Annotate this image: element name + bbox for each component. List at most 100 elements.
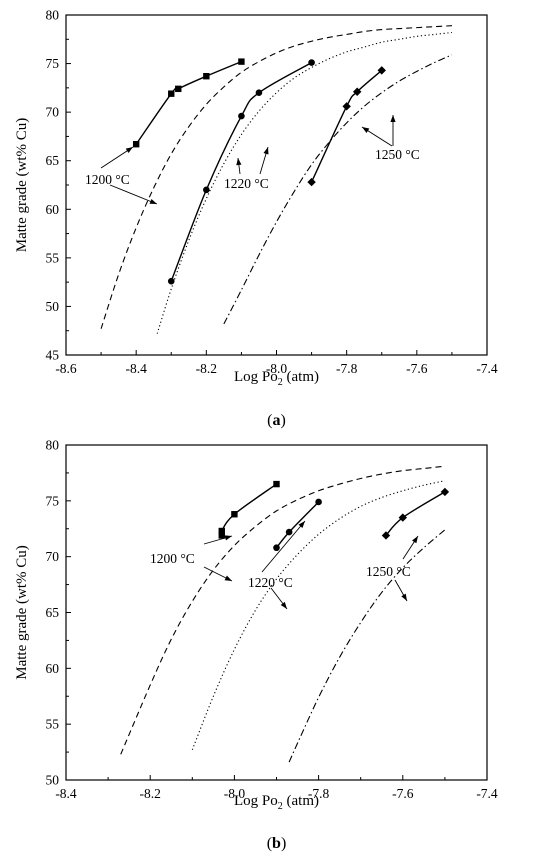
annotation-1250: 1250 °C bbox=[366, 535, 419, 602]
x-tick-label: -7.8 bbox=[336, 361, 358, 376]
model-curve-1200-dashed bbox=[120, 465, 445, 755]
data-point-square bbox=[231, 511, 238, 518]
panel-label-paren: ( bbox=[267, 835, 272, 852]
arrow-head bbox=[263, 147, 269, 155]
annotation-1200: 1200 °C bbox=[85, 146, 158, 205]
annotation-label: 1250 °C bbox=[375, 147, 420, 162]
data-point-square bbox=[238, 58, 245, 65]
chart-panel-b: -8.4 -8.2 -8.0 -7.8 -7.6 -7.4 50 55 60 65 70 75 80 Lo… bbox=[14, 438, 498, 853]
x-tick-label: -7.4 bbox=[476, 786, 498, 801]
panel-label-paren: ( bbox=[267, 412, 272, 429]
annotation-arrow bbox=[270, 587, 288, 610]
data-point-square bbox=[203, 73, 210, 80]
annotation-arrow bbox=[203, 566, 233, 582]
model-curve-1250-dashdot bbox=[223, 54, 453, 325]
x-tick-label: -8.2 bbox=[196, 361, 217, 376]
data-point-diamond bbox=[352, 87, 362, 96]
y-tick-label: 50 bbox=[46, 299, 60, 314]
annotation-arrow bbox=[259, 146, 269, 175]
model-curve-1250-dashdot bbox=[288, 529, 446, 763]
experimental-line bbox=[170, 61, 312, 282]
experimental-series-1250 bbox=[381, 487, 450, 540]
arrow-head bbox=[280, 601, 287, 609]
x-axis-title-subscript: 2 bbox=[278, 801, 283, 812]
experimental-series-1220 bbox=[167, 59, 315, 285]
data-point-circle bbox=[167, 277, 175, 285]
data-point-square bbox=[218, 527, 225, 535]
x-tick-label: -8.0 bbox=[224, 786, 246, 801]
experimental-line bbox=[275, 501, 320, 549]
experimental-line bbox=[135, 60, 242, 145]
x-axis-title-subscript: 2 bbox=[278, 377, 283, 388]
model-curve-1200-dashed bbox=[100, 25, 452, 329]
x-tick-label: -7.6 bbox=[406, 361, 428, 376]
x-axis-title-unit: (atm) bbox=[283, 369, 319, 385]
x-tick-label: -8.4 bbox=[55, 786, 77, 801]
arrow-shaft bbox=[261, 520, 306, 573]
experimental-series-1250 bbox=[307, 66, 386, 187]
annotation-label: 1200 °C bbox=[150, 551, 195, 566]
experimental-line bbox=[310, 69, 383, 183]
data-point-square bbox=[218, 532, 225, 539]
x-tick-label: -7.6 bbox=[392, 786, 414, 801]
model-curve-1220-dotted bbox=[191, 480, 446, 751]
annotation-label: 1250 °C bbox=[366, 564, 411, 579]
chart-panel-a: -8.6 -8.4 -8.2 -8.0 -7.8 -7.6 -7.4 45 50 55 60 65 70… bbox=[14, 8, 498, 430]
y-tick-label: 60 bbox=[46, 661, 60, 676]
x-tick-label: -8.0 bbox=[266, 361, 288, 376]
x-axis-title-unit: (atm) bbox=[283, 793, 319, 809]
data-point-circle bbox=[285, 528, 293, 536]
y-tick-label: 50 bbox=[46, 773, 60, 788]
experimental-line bbox=[220, 483, 277, 536]
annotation-label: 1220 °C bbox=[248, 575, 293, 590]
x-tick-label: -8.4 bbox=[125, 361, 147, 376]
data-point-diamond bbox=[377, 66, 386, 75]
arrow-head bbox=[236, 158, 242, 166]
panel-label-letter: a bbox=[273, 412, 281, 429]
y-tick-label: 80 bbox=[46, 438, 60, 453]
data-point-diamond bbox=[440, 487, 450, 497]
x-tick-label: -8.2 bbox=[140, 786, 161, 801]
arrow-head bbox=[125, 147, 133, 154]
data-point-circle bbox=[238, 112, 245, 120]
arrow-head bbox=[149, 198, 157, 204]
annotation-arrow bbox=[261, 520, 306, 573]
annotation-arrow bbox=[402, 535, 419, 560]
data-point-square bbox=[273, 480, 280, 488]
arrow-head bbox=[411, 536, 418, 544]
data-point-circle bbox=[273, 544, 280, 552]
annotation-1200: 1200 °C bbox=[150, 535, 233, 582]
experimental-line bbox=[385, 491, 446, 536]
arrow-head bbox=[224, 535, 232, 541]
panel-label: (a) bbox=[267, 412, 286, 429]
data-point-diamond bbox=[398, 513, 407, 522]
y-axis-title: Matte grade (wt% Cu) bbox=[14, 118, 30, 253]
model-curve-1220-dotted bbox=[156, 31, 452, 334]
y-tick-label: 80 bbox=[46, 8, 60, 23]
annotation-arrow bbox=[236, 157, 242, 175]
annotation-arrow bbox=[203, 535, 233, 545]
annotation-label: 1220 °C bbox=[224, 176, 269, 191]
x-tick-label: -7.8 bbox=[308, 786, 330, 801]
arrow-head bbox=[362, 127, 370, 133]
x-axis-title: Log Po2 (atm) bbox=[234, 369, 319, 388]
annotation-label: 1200 °C bbox=[85, 172, 130, 187]
annotation-arrow bbox=[390, 115, 396, 146]
y-tick-label: 75 bbox=[46, 56, 60, 71]
data-point-square bbox=[132, 141, 140, 148]
panel-label-letter: b bbox=[272, 835, 281, 852]
y-tick-label: 65 bbox=[46, 153, 60, 168]
arrow-head bbox=[224, 575, 232, 581]
panel-label: (b) bbox=[267, 835, 287, 852]
plot-frame bbox=[65, 444, 488, 781]
y-tick-label: 70 bbox=[46, 105, 60, 120]
x-axis: -8.4 -8.2 -8.0 -7.8 -7.6 -7.4 bbox=[55, 775, 498, 801]
annotation-arrow bbox=[361, 126, 393, 147]
data-point-circle bbox=[203, 186, 210, 194]
experimental-series-1220 bbox=[273, 498, 322, 552]
y-tick-label: 55 bbox=[46, 717, 60, 732]
y-axis-title: Matte grade (wt% Cu) bbox=[14, 545, 30, 680]
panel-label-paren: ) bbox=[281, 835, 286, 852]
y-axis: 45 50 55 60 65 70 75 80 bbox=[46, 8, 71, 363]
